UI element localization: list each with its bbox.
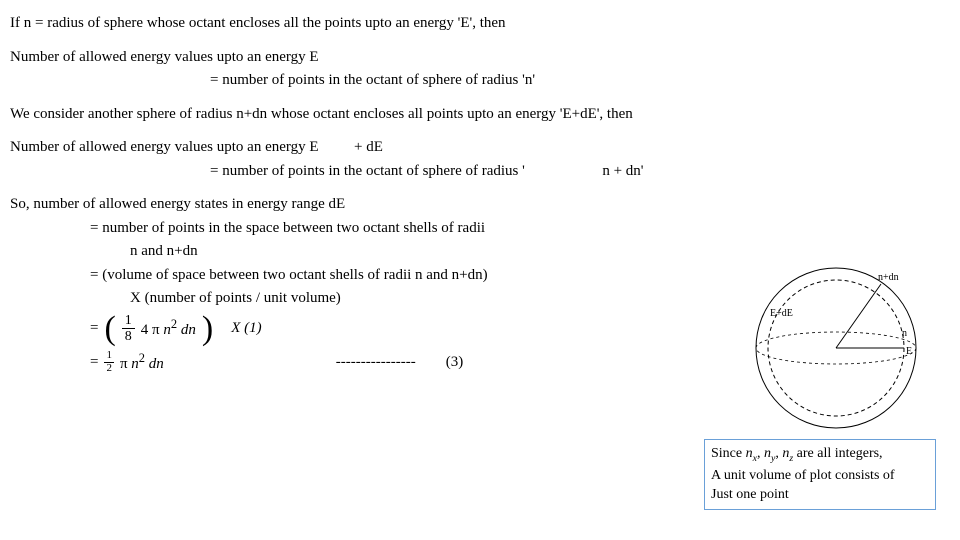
fraction-1-2: 1 2: [104, 350, 114, 374]
para-4c: n + dn': [602, 163, 643, 179]
para-1: If n = radius of sphere whose octant enc…: [10, 14, 950, 34]
note-line-2: A unit volume of plot consists of: [711, 466, 929, 486]
right-paren-icon: ): [202, 315, 213, 342]
note-line-3: Just one point: [711, 485, 929, 505]
unit-volume-note: Since nx, ny, nz are all integers, A uni…: [704, 439, 936, 510]
label-n-plus-dn: n+dn: [878, 272, 899, 283]
eq1-mid: 4 π n2 dn: [141, 316, 196, 341]
sphere-shell-diagram: n+dn E+dE n E: [726, 258, 946, 438]
left-paren-icon: (: [104, 315, 115, 342]
para-4a: Number of allowed energy values upto an …: [10, 139, 319, 155]
para-2-line1: Number of allowed energy values upto an …: [10, 48, 950, 68]
eq1-x1: X (1): [231, 319, 261, 339]
para-4a2: + dE: [354, 139, 383, 155]
eq2-eq: =: [90, 353, 98, 373]
para-4-line2: = number of points in the octant of sphe…: [10, 162, 950, 182]
fraction-1-8: 1 8: [122, 313, 135, 345]
eq-eq: =: [90, 319, 98, 339]
para-5-line2: = number of points in the space between …: [10, 219, 950, 239]
para-2-line2: = number of points in the octant of sphe…: [10, 71, 950, 91]
para-4-line1: Number of allowed energy values upto an …: [10, 138, 950, 158]
eqn-dashes: ----------------: [336, 353, 416, 373]
para-5-line1: So, number of allowed energy states in e…: [10, 195, 950, 215]
label-e-plus-de: E+dE: [770, 308, 793, 319]
label-e: E: [906, 346, 912, 357]
eqn-label-3: (3): [446, 353, 464, 373]
para-4b: = number of points in the octant of sphe…: [210, 163, 525, 179]
eq2-rest: π n2 dn: [120, 350, 164, 375]
para-3: We consider another sphere of radius n+d…: [10, 105, 950, 125]
note-line-1: Since nx, ny, nz are all integers,: [711, 444, 929, 466]
label-n: n: [902, 328, 907, 339]
